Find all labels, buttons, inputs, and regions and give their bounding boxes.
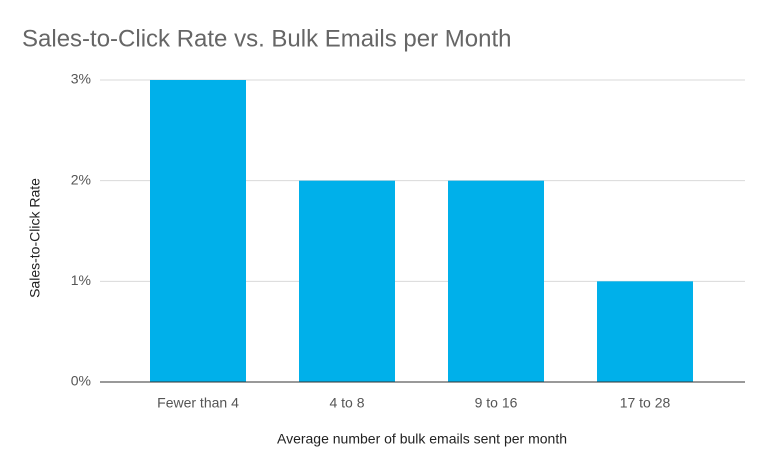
y-tick-label: 1%: [71, 272, 91, 288]
y-tick-label: 2%: [71, 171, 91, 187]
chart-title: Sales-to-Click Rate vs. Bulk Emails per …: [22, 25, 512, 52]
bar: [597, 281, 693, 382]
x-axis-title: Average number of bulk emails sent per m…: [277, 431, 567, 447]
bar: [299, 180, 395, 382]
y-tick-label: 0%: [71, 373, 91, 389]
x-tick-label: 9 to 16: [475, 395, 518, 411]
x-tick-label: 17 to 28: [620, 395, 671, 411]
x-tick-label: Fewer than 4: [157, 395, 239, 411]
y-axis-title: Sales-to-Click Rate: [27, 178, 43, 298]
bar: [150, 80, 246, 382]
y-tick-label: 3%: [71, 71, 91, 87]
bar: [448, 180, 544, 382]
x-tick-label: 4 to 8: [329, 395, 364, 411]
